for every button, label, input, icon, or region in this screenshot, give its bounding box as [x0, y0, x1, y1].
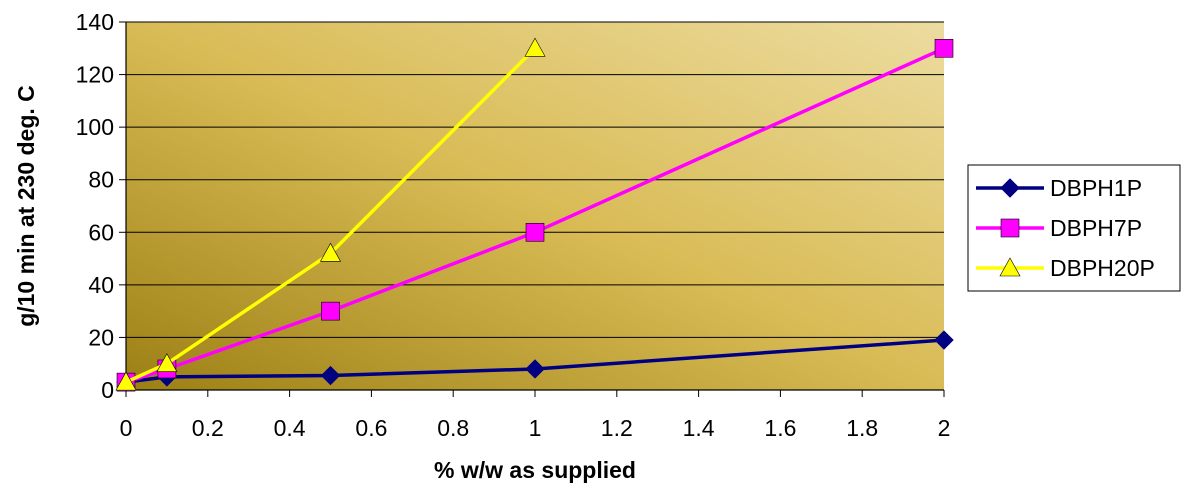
- series-lines: [115, 37, 954, 392]
- legend-item: DBPH7P: [976, 215, 1142, 241]
- x-tick-label: 1.4: [683, 415, 715, 441]
- y-axis-title: g/10 min at 230 deg. C: [13, 85, 39, 327]
- legend-label: DBPH7P: [1050, 215, 1142, 241]
- legend-label: DBPH20P: [1050, 255, 1155, 281]
- legend: DBPH1P DBPH7P DBPH20P: [967, 164, 1181, 292]
- x-tick-label: 0.8: [437, 415, 469, 441]
- data-point-square: [934, 38, 954, 58]
- x-tick-label: 1.2: [601, 415, 633, 441]
- legend-marker-triangle: [999, 257, 1021, 277]
- x-axis-title: % w/w as supplied: [434, 457, 636, 483]
- data-point-triangle: [156, 353, 178, 373]
- x-tick-label: 1.8: [846, 415, 878, 441]
- y-tick-label: 20: [88, 324, 114, 350]
- y-tick-label: 140: [76, 9, 114, 35]
- legend-marker-diamond: [1000, 178, 1020, 198]
- data-point-diamond: [934, 330, 954, 350]
- data-point-square: [321, 301, 340, 321]
- x-tick-label: 0.2: [192, 415, 224, 441]
- series-line: [125, 47, 537, 384]
- y-tick-label: 120: [76, 62, 114, 88]
- series-dbph20p: [115, 37, 546, 391]
- y-tick-label: 100: [76, 114, 114, 140]
- x-tick-label: 2: [938, 415, 951, 441]
- y-tick-label: 40: [88, 272, 114, 298]
- legend-label: DBPH1P: [1050, 175, 1142, 201]
- data-point-diamond: [320, 365, 341, 386]
- data-point-square: [525, 222, 545, 242]
- x-tick-label: 1.6: [764, 415, 796, 441]
- y-tick-label: 0: [101, 377, 114, 403]
- data-point-triangle: [319, 242, 342, 262]
- data-point-triangle: [115, 371, 137, 391]
- plot-area: [126, 22, 944, 390]
- x-tick-label: 1: [529, 415, 542, 441]
- data-point-triangle: [524, 37, 546, 57]
- legend-item: DBPH1P: [976, 175, 1142, 201]
- legend-marker-square: [1000, 218, 1020, 238]
- legend-item: DBPH20P: [976, 255, 1155, 281]
- x-tick-label: 0: [120, 415, 133, 441]
- data-point-diamond: [525, 359, 545, 379]
- x-tick-label: 0.4: [274, 415, 306, 441]
- x-tick-label: 0.6: [355, 415, 387, 441]
- y-tick-label: 80: [88, 167, 114, 193]
- axes: 0 20 40 60 80 100 120 140 0 0.2 0.4 0.6 0.8 1 1.2 1.4 1.…: [76, 9, 951, 441]
- y-tick-label: 60: [88, 219, 114, 245]
